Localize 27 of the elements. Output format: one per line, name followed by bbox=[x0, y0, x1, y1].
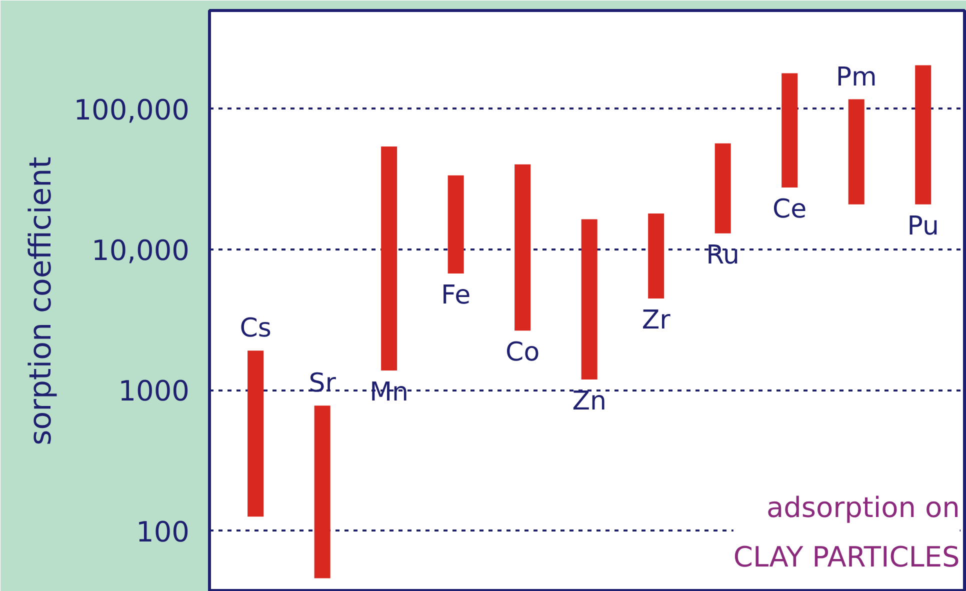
y-tick-label: 10,000 bbox=[92, 234, 190, 267]
bar bbox=[581, 219, 598, 380]
x-tick-label: Ce bbox=[772, 194, 807, 224]
bar bbox=[248, 350, 264, 517]
y-tick-label: 100,000 bbox=[74, 93, 190, 126]
x-tick-label: Co bbox=[506, 338, 540, 368]
x-tick-label: Mn bbox=[370, 377, 409, 408]
bar bbox=[714, 143, 731, 234]
x-tick-label: Fe bbox=[441, 280, 471, 310]
annotation: adsorption on CLAY PARTICLES bbox=[733, 491, 960, 574]
x-tick-label: Pu bbox=[907, 211, 939, 242]
bar bbox=[514, 164, 531, 331]
x-tick-label: Pm bbox=[836, 62, 877, 92]
y-axis-title: sorption coefficient bbox=[24, 156, 59, 446]
y-tick-label: 1000 bbox=[118, 374, 190, 408]
bar bbox=[314, 406, 330, 578]
x-tick-label: Zr bbox=[642, 305, 671, 336]
bar bbox=[448, 175, 464, 274]
bar bbox=[782, 73, 798, 188]
x-tick-label: Zn bbox=[572, 386, 606, 416]
bar bbox=[915, 65, 932, 204]
x-tick-label: Ru bbox=[706, 240, 740, 270]
x-tick-label: Cs bbox=[240, 314, 272, 344]
bar bbox=[381, 146, 398, 370]
bar bbox=[848, 99, 864, 204]
y-tick-label: 100 bbox=[136, 515, 190, 548]
bar bbox=[648, 214, 664, 299]
